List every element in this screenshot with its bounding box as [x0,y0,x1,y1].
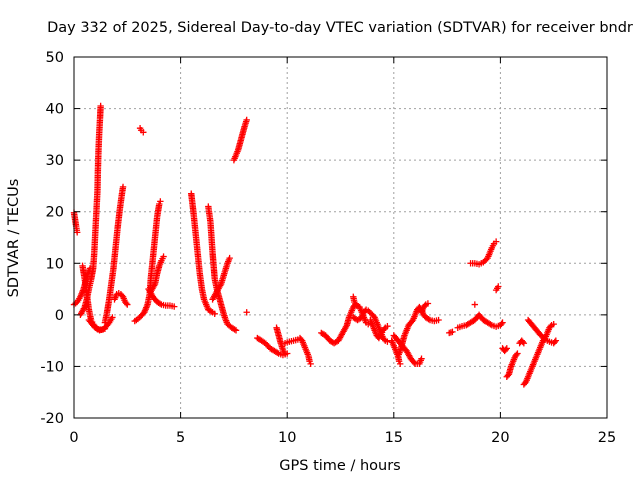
y-tick-label: 30 [46,153,64,169]
x-tick-label: 0 [69,430,78,446]
data-point [101,325,109,332]
data-point [73,229,81,236]
data-point [551,338,558,346]
data-point [160,253,167,260]
data-point [281,350,289,358]
y-tick-label: 0 [55,308,64,324]
x-tick-label: 20 [491,430,509,446]
data-point [243,309,250,316]
data-point [231,326,238,333]
data-point [232,327,240,334]
data-point [502,346,509,353]
data-point [424,300,432,307]
data-point [384,338,391,345]
x-tick-label: 25 [598,430,616,446]
data-point [410,359,418,366]
data-point [492,238,500,245]
data-point [503,345,510,352]
data-point [384,323,391,330]
data-point [156,300,164,307]
data-point [123,300,130,307]
data-point [307,360,314,368]
data-point [471,301,479,308]
y-tick-label: -20 [40,411,64,427]
data-point [495,283,502,290]
data-point [97,102,104,110]
data-point [274,349,281,356]
y-tick-label: -10 [40,359,64,375]
data-point [519,338,526,346]
data-point [498,320,505,328]
data-point [552,337,560,344]
data-point [226,254,233,262]
data-point [381,325,388,333]
x-tick-label: 10 [278,430,296,446]
x-axis-label: GPS time / hours [279,458,400,474]
data-point [119,183,127,191]
data-point [550,320,557,328]
data-point [520,340,528,347]
axis-ticks [73,56,608,419]
y-axis-label: SDTVAR / TECUs [6,179,22,298]
y-tick-labels: -20 -10 0 10 20 30 40 50 [40,50,64,427]
data-point [157,198,164,205]
x-tick-labels: 0 5 10 15 20 25 [69,430,616,446]
data-point [499,319,506,326]
data-point [171,303,178,310]
data-point [540,335,547,342]
data-point [211,310,218,318]
x-tick-label: 5 [176,430,185,446]
data-points [70,102,560,388]
data-point [514,350,521,357]
data-point [425,315,432,323]
data-point [243,116,250,124]
plot-frame [73,56,608,419]
data-point [109,314,116,321]
data-point [353,302,360,309]
x-tick-label: 15 [385,430,403,446]
data-point [513,351,520,359]
data-point [449,328,456,336]
y-tick-label: 50 [46,50,64,66]
data-point [435,316,442,324]
y-tick-label: 40 [46,102,64,118]
y-tick-label: 20 [46,205,64,221]
data-point [396,360,404,368]
data-point [140,129,147,136]
y-tick-label: 10 [46,256,64,272]
data-point [124,301,131,308]
data-point [418,355,425,362]
grid-lines [74,57,607,418]
data-point [207,308,215,315]
data-point [487,321,494,328]
chart-title: Day 332 of 2025, Sidereal Day-to-day VTE… [47,20,633,36]
